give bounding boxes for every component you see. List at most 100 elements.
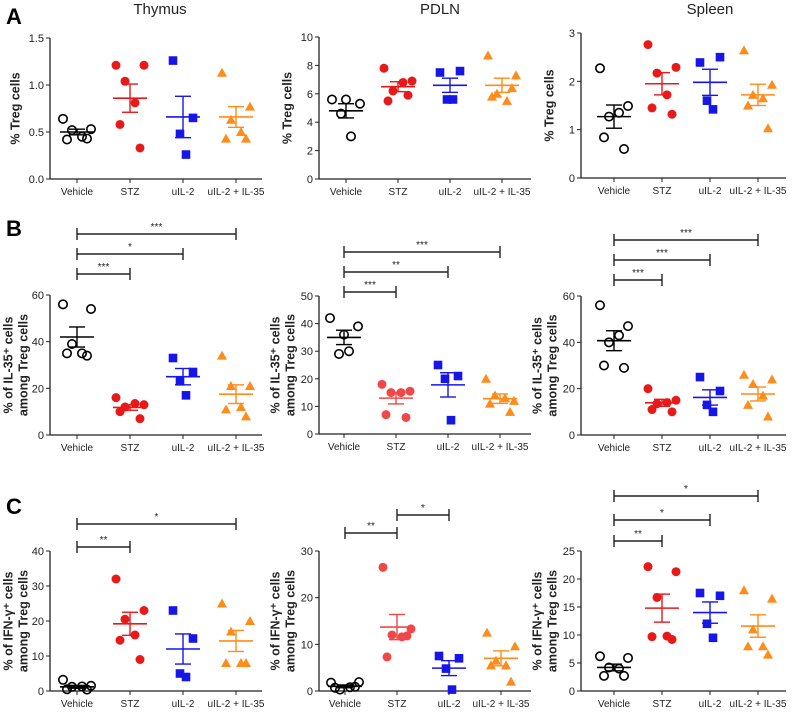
significance-label: ***: [151, 222, 163, 233]
y-tick-label: 5: [569, 658, 575, 670]
x-tick-label: uIL-2 + IL-35: [208, 187, 265, 198]
data-point-uil2-il35: [245, 616, 255, 625]
y-tick-label: 3: [569, 28, 575, 40]
data-point-uil2-il35: [739, 45, 749, 55]
data-point-uil2-il35: [506, 676, 516, 686]
x-tick-label: STZ: [121, 187, 140, 198]
data-point-stz: [647, 632, 657, 642]
data-point-uil2: [168, 56, 178, 65]
data-point-vehicle: [324, 313, 335, 324]
data-point-uil2-il35: [217, 67, 227, 77]
y-tick-label: 20: [563, 574, 575, 586]
x-tick-label: uIL-2 + IL-35: [730, 186, 787, 197]
x-tick-label: Vehicle: [598, 443, 631, 454]
x-tick-label: Vehicle: [329, 699, 362, 710]
data-point-vehicle: [340, 94, 351, 105]
y-tick-label: 30: [301, 346, 313, 358]
chart-title: Thymus: [133, 1, 186, 18]
y-tick-label: 0: [569, 430, 575, 442]
data-point-stz: [387, 630, 397, 640]
y-axis-label: among Treg cells: [16, 314, 30, 416]
data-point-uil2-il35: [226, 114, 236, 124]
data-point-vehicle: [618, 362, 629, 373]
x-tick-label: STZ: [388, 699, 407, 710]
y-tick-label: 20: [301, 593, 313, 605]
y-tick-label: 20: [563, 384, 575, 396]
y-tick-label: 4: [307, 117, 313, 129]
x-tick-label: STZ: [653, 443, 672, 454]
x-tick-label: uIL-2 + IL-35: [473, 699, 530, 710]
data-point-vehicle: [86, 124, 97, 135]
data-point-vehicle: [67, 125, 78, 136]
data-point-uil2: [446, 415, 456, 425]
data-point-uil2: [715, 386, 725, 396]
y-tick-label: 40: [563, 337, 575, 349]
data-point-uil2-il35: [758, 93, 768, 103]
data-point-stz: [388, 86, 398, 96]
y-tick-label: 30: [301, 546, 313, 558]
data-point-uil2: [181, 150, 191, 159]
data-point-stz: [643, 562, 653, 572]
data-point-stz: [115, 407, 125, 417]
data-point-vehicle: [67, 338, 78, 349]
data-point-vehicle: [598, 360, 609, 371]
y-tick-label: 1.0: [29, 80, 44, 92]
y-tick-label: 0.0: [29, 174, 44, 186]
data-point-stz: [652, 592, 662, 602]
y-tick-label: 15: [563, 602, 575, 614]
data-point-stz: [139, 60, 149, 70]
y-tick-label: 20: [32, 616, 44, 628]
x-tick-label: uIL-2: [172, 187, 195, 198]
data-point-vehicle: [326, 94, 337, 105]
data-point-uil2-il35: [221, 404, 231, 414]
x-tick-label: uIL-2 + IL-35: [730, 699, 787, 710]
x-tick-label: STZ: [121, 699, 140, 710]
chart-title: PDLN: [420, 1, 460, 18]
data-point-uil2: [434, 651, 444, 661]
data-point-uil2-il35: [510, 641, 520, 651]
data-point-vehicle: [82, 684, 93, 695]
y-tick-label: 40: [301, 319, 313, 331]
data-point-uil2-il35: [221, 133, 231, 143]
y-tick-label: 6: [307, 89, 313, 101]
data-point-stz: [643, 40, 653, 50]
chart-title: Spleen: [687, 1, 734, 18]
data-point-vehicle: [57, 674, 68, 685]
data-point-vehicle: [333, 348, 344, 359]
data-point-uil2-il35: [217, 350, 227, 360]
data-point-vehicle: [82, 133, 93, 144]
x-tick-label: uIL-2: [699, 699, 722, 710]
data-point-uil2-il35: [763, 411, 773, 421]
y-tick-label: 8: [307, 60, 313, 72]
data-point-uil2: [168, 353, 178, 363]
data-point-stz: [135, 143, 145, 153]
significance-label: **: [634, 529, 642, 540]
data-point-stz: [381, 410, 391, 420]
data-point-uil2-il35: [241, 411, 251, 421]
significance-label: *: [660, 508, 664, 519]
y-axis-label: among Treg cells: [545, 570, 559, 672]
x-tick-label: uIL-2 + IL-35: [208, 443, 265, 454]
y-tick-label: 1: [569, 125, 575, 137]
data-point-stz: [139, 606, 149, 615]
data-point-uil2-il35: [507, 83, 517, 93]
data-point-vehicle: [622, 100, 633, 111]
y-tick-label: 0: [307, 429, 313, 441]
y-axis-label: % of IFN-γ⁺ cells: [1, 571, 15, 670]
data-point-uil2-il35: [491, 655, 501, 665]
data-point-stz: [130, 98, 140, 108]
significance-label: ***: [364, 280, 376, 291]
y-axis-label: among Treg cells: [283, 570, 297, 672]
data-point-uil2-il35: [739, 369, 749, 379]
data-point-vehicle: [61, 134, 72, 145]
data-point-stz: [402, 631, 412, 641]
chart-panel-c-2: 0 10 20 30 % of IFN-γ⁺ cells among Treg cells…: [268, 503, 531, 710]
x-tick-label: uIL-2 + IL-35: [208, 699, 265, 710]
y-tick-label: 10: [301, 401, 313, 413]
data-point-stz: [115, 119, 125, 129]
data-point-uil2-il35: [217, 598, 227, 608]
data-point-uil2-il35: [763, 649, 773, 659]
data-point-stz: [111, 393, 121, 403]
data-point-uil2-il35: [748, 624, 758, 634]
